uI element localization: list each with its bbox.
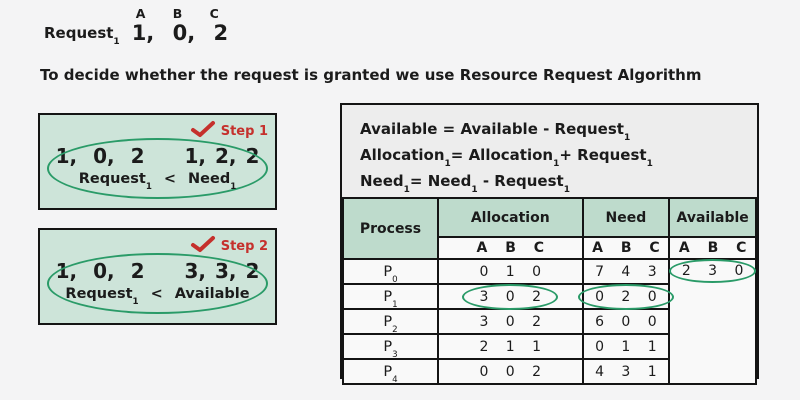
- step2-request-values: 1, 0, 2: [55, 259, 145, 283]
- available-ellipse: [668, 259, 757, 283]
- request-label: Request1: [44, 24, 120, 48]
- allocation-p1-ellipse: [462, 283, 559, 310]
- available-cell: 2 3 0: [668, 258, 757, 385]
- process-p4: P4: [383, 363, 398, 385]
- step1-label: Step 1: [220, 123, 268, 139]
- subheader-need-abc: A B C: [581, 236, 671, 260]
- need-p1-ellipse: [578, 283, 674, 310]
- request-values: 1, 0, 2: [131, 21, 229, 45]
- checkmark-icon: [190, 120, 216, 142]
- resource-column-headers: A B C: [135, 6, 220, 21]
- table-row-p4: P4 0 0 2 4 3 1: [342, 358, 756, 385]
- table-row-p0: P0 0 1 0 7 4 3 2 3 0: [342, 258, 757, 385]
- process-p3: P3: [383, 338, 398, 360]
- allocation-p2: 3 0 2: [479, 313, 542, 330]
- process-p2: P2: [383, 313, 398, 335]
- algorithm-panel: Available = Available - Request1 Allocat…: [340, 103, 759, 385]
- header-available: Available: [668, 197, 757, 238]
- step1-right-operand: Need1: [188, 171, 237, 193]
- step2-label: Step 2: [220, 238, 268, 254]
- allocation-p3: 2 1 1: [479, 338, 542, 355]
- less-than-operator: <: [150, 286, 163, 302]
- step2-right-operand: Available: [174, 286, 250, 302]
- header-allocation: Allocation: [436, 197, 584, 238]
- need-p1: 0 2 0: [578, 283, 674, 310]
- checkmark-icon: [190, 235, 216, 257]
- process-p1: P1: [383, 288, 398, 310]
- process-p0: P0: [383, 263, 398, 285]
- header-need: Need: [581, 197, 671, 238]
- intro-text: To decide whether the request is granted…: [40, 66, 702, 84]
- less-than-operator: <: [163, 171, 177, 187]
- step1-badge: Step 1: [190, 120, 268, 142]
- step2-available-values: 3, 3, 2: [184, 259, 260, 283]
- formula-allocation: Allocation1= Allocation1+ Request1: [360, 146, 653, 170]
- subheader-allocation-abc: A B C: [436, 236, 584, 260]
- allocation-p4: 0 0 2: [479, 363, 542, 380]
- header-process: Process: [342, 197, 439, 260]
- subheader-available-abc: A B C: [668, 236, 757, 260]
- need-p2: 6 0 0: [595, 313, 657, 330]
- step1-need-values: 1, 2, 2: [184, 144, 260, 168]
- allocation-p0: 0 1 0: [479, 263, 542, 280]
- step2-badge: Step 2: [190, 235, 268, 257]
- step1-left-operand: Request1: [78, 171, 152, 193]
- update-formulas: Available = Available - Request1 Allocat…: [342, 105, 757, 197]
- available-values: 2 3 0: [668, 259, 757, 283]
- need-p0: 7 4 3: [595, 263, 657, 280]
- formula-need: Need1= Need1 - Request1: [360, 172, 570, 196]
- need-p4: 4 3 1: [595, 363, 657, 380]
- formula-available: Available = Available - Request1: [360, 120, 631, 144]
- allocation-table: Process Allocation Need Available A B C …: [342, 197, 757, 385]
- allocation-p1: 3 0 2: [462, 283, 559, 310]
- table-row-p3: P3 2 1 1 0 1 1: [342, 333, 756, 360]
- step1-box: Step 1 1, 0, 2 1, 2, 2 Request1 < Need1: [38, 113, 277, 210]
- step2-box: Step 2 1, 0, 2 3, 3, 2 Request1 < Availa…: [38, 228, 277, 325]
- need-p3: 0 1 1: [595, 338, 657, 355]
- request-vector: Request1 A B C 1, 0, 2: [44, 6, 229, 48]
- step1-request-values: 1, 0, 2: [55, 144, 145, 168]
- table-row-p2: P2 3 0 2 6 0 0: [342, 308, 756, 335]
- step2-left-operand: Request1: [65, 286, 139, 308]
- table-row-p1: P1 3 0 2 0 2 0: [342, 283, 756, 310]
